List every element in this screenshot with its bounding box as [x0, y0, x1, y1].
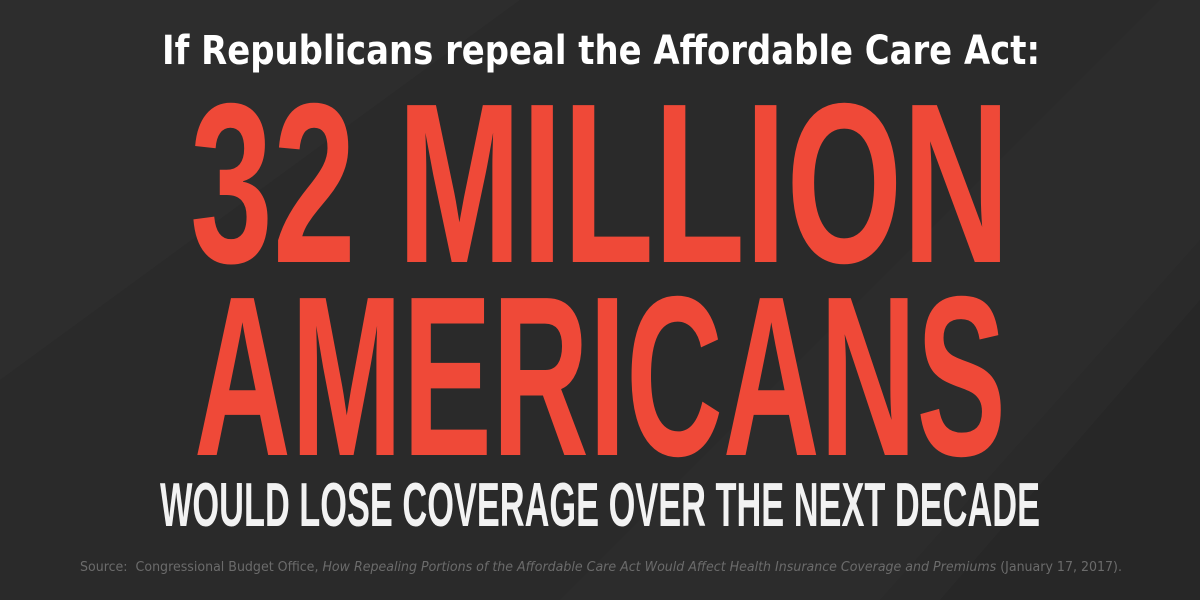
source-title: How Repealing Portions of the Affordable…: [322, 560, 996, 575]
big-subject: AMERICANS: [194, 250, 1006, 504]
headline: If Republicans repeal the Affordable Car…: [162, 28, 1040, 74]
background-stripe: [560, 0, 1200, 600]
big-number: 32 MILLION: [190, 57, 1010, 311]
background-stripe: [0, 0, 520, 380]
statement: WOULD LOSE COVERAGE OVER THE NEXT DECADE: [160, 471, 1040, 540]
source-note: Source: Congressional Budget Office, How…: [80, 560, 1122, 575]
source-date: (January 17, 2017).: [996, 560, 1122, 575]
source-prefix: Source: Congressional Budget Office,: [80, 560, 322, 575]
background-stripe: [940, 300, 1200, 600]
